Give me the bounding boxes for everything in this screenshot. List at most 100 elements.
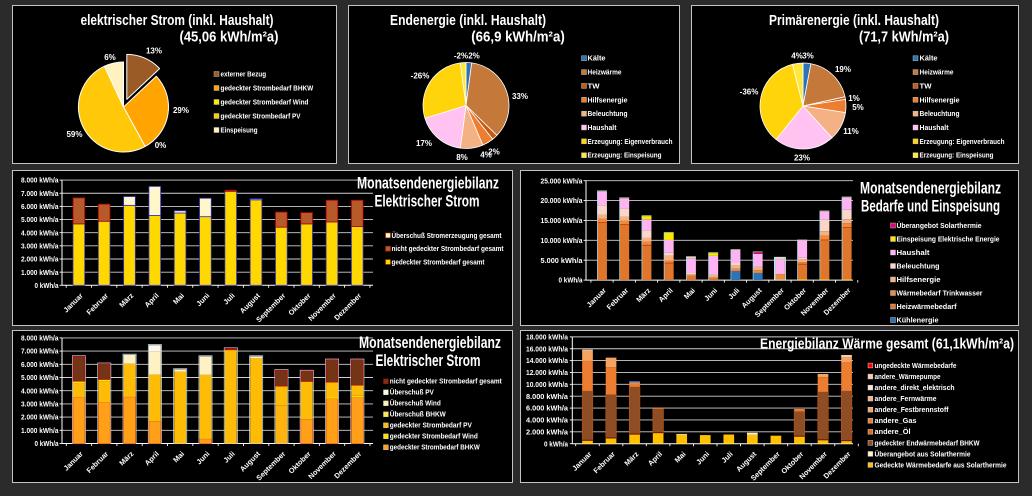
- svg-text:19%: 19%: [835, 65, 851, 74]
- svg-text:23%: 23%: [794, 154, 810, 163]
- svg-text:6.000 kWh/a: 6.000 kWh/a: [21, 360, 59, 369]
- svg-text:TW: TW: [588, 81, 600, 90]
- svg-text:Einspeisung Elektrische Energi: Einspeisung Elektrische Energie: [897, 235, 1000, 244]
- svg-text:Kälte: Kälte: [588, 54, 606, 63]
- svg-text:Haushalt: Haushalt: [588, 123, 618, 132]
- svg-text:13%: 13%: [146, 47, 162, 56]
- svg-text:2.000 kWh/a: 2.000 kWh/a: [21, 413, 59, 422]
- svg-text:gedeckter Endwärmebedarf BHKW: gedeckter Endwärmebedarf BHKW: [875, 440, 980, 447]
- svg-text:-36%: -36%: [740, 88, 759, 97]
- svg-text:Hilfsenergie: Hilfsenergie: [588, 95, 628, 104]
- svg-text:externer Bezug: externer Bezug: [221, 70, 267, 79]
- svg-text:4%: 4%: [791, 52, 803, 61]
- svg-text:7.000 kWh/a: 7.000 kWh/a: [21, 189, 59, 198]
- svg-text:Erzeugung: Eigenverbrauch: Erzeugung: Eigenverbrauch: [920, 137, 1005, 146]
- svg-text:Monatsendenergiebilanz: Monatsendenergiebilanz: [359, 334, 501, 352]
- svg-text:Überschuß Wind: Überschuß Wind: [390, 399, 441, 408]
- svg-text:Bedarfe und Einspeisung: Bedarfe und Einspeisung: [861, 198, 1000, 216]
- svg-text:andere_Öl: andere_Öl: [875, 427, 911, 436]
- svg-text:gedeckter Strombedarf Wind: gedeckter Strombedarf Wind: [390, 434, 478, 441]
- svg-text:gedeckter Strombedarf gesamt: gedeckter Strombedarf gesamt: [392, 258, 486, 267]
- svg-text:gedeckter Strombedarf PV: gedeckter Strombedarf PV: [221, 112, 301, 121]
- svg-text:4.000 kWh/a: 4.000 kWh/a: [526, 416, 569, 425]
- svg-text:Erzeugung: Einspeisung: Erzeugung: Einspeisung: [920, 151, 994, 160]
- svg-text:6%: 6%: [104, 53, 116, 62]
- svg-text:Kälte: Kälte: [920, 54, 938, 63]
- svg-text:nicht gedeckter Strombedarf ge: nicht gedeckter Strombedarf gesamt: [390, 379, 503, 386]
- svg-text:gedeckter Strombedarf PV: gedeckter Strombedarf PV: [390, 423, 472, 430]
- svg-text:0 kWh/a: 0 kWh/a: [544, 439, 569, 448]
- svg-text:10.000 kWh/a: 10.000 kWh/a: [541, 236, 584, 245]
- svg-text:andere_Festbrennstoff: andere_Festbrennstoff: [875, 407, 950, 414]
- svg-text:gedeckter Strombedarf Wind: gedeckter Strombedarf Wind: [221, 98, 309, 107]
- svg-text:Monatsendenergiebilanz: Monatsendenergiebilanz: [860, 180, 1001, 198]
- svg-text:Überangebot aus Solarthermie: Überangebot aus Solarthermie: [875, 449, 971, 458]
- svg-text:29%: 29%: [173, 106, 189, 115]
- svg-text:3.000 kWh/a: 3.000 kWh/a: [21, 400, 59, 409]
- svg-text:Haushalt: Haushalt: [897, 248, 931, 257]
- svg-text:14.000 kWh/a: 14.000 kWh/a: [526, 356, 569, 365]
- svg-text:andere_direkt_elektrisch: andere_direkt_elektrisch: [875, 385, 955, 392]
- svg-text:4%: 4%: [480, 151, 492, 160]
- svg-text:6.000 kWh/a: 6.000 kWh/a: [526, 404, 569, 413]
- svg-text:18.000 kWh/a: 18.000 kWh/a: [526, 332, 569, 341]
- svg-text:1%: 1%: [848, 94, 860, 103]
- svg-text:20.000 kWh/a: 20.000 kWh/a: [541, 196, 584, 205]
- svg-text:2%: 2%: [468, 52, 480, 61]
- svg-text:Wärmebedarf Trinkwasser: Wärmebedarf Trinkwasser: [897, 289, 983, 298]
- svg-text:Erzeugung: Einspeisung: Erzeugung: Einspeisung: [588, 151, 662, 160]
- svg-text:Erzeugung: Eigenverbrauch: Erzeugung: Eigenverbrauch: [588, 137, 673, 146]
- svg-text:(71,7 kWh/m²a): (71,7 kWh/m²a): [859, 30, 949, 46]
- svg-text:Elektrischer Strom: Elektrischer Strom: [375, 193, 480, 211]
- svg-text:Beleuchtung: Beleuchtung: [897, 262, 940, 271]
- svg-text:Gedeckte Wärmebedarfe aus Sola: Gedeckte Wärmebedarfe aus Solarthermie: [875, 462, 1007, 469]
- svg-text:TW: TW: [920, 81, 932, 90]
- svg-text:Energiebilanz Wärme gesamt (61: Energiebilanz Wärme gesamt (61,1kWh/m²a): [760, 337, 1014, 353]
- svg-text:17%: 17%: [416, 139, 432, 148]
- svg-text:andere_Fernwärme: andere_Fernwärme: [875, 396, 937, 403]
- svg-text:Überschuß BHKW: Überschuß BHKW: [390, 410, 446, 419]
- svg-text:5.000 kWh/a: 5.000 kWh/a: [21, 373, 59, 382]
- svg-text:8.000 kWh/a: 8.000 kWh/a: [21, 334, 59, 343]
- svg-text:Monatsendenergiebilanz: Monatsendenergiebilanz: [357, 175, 499, 193]
- svg-text:10.000 kWh/a: 10.000 kWh/a: [526, 380, 569, 389]
- svg-text:5%: 5%: [852, 103, 864, 112]
- svg-text:Überangebot Solarthermie: Überangebot Solarthermie: [897, 221, 982, 230]
- svg-text:8%: 8%: [456, 153, 468, 162]
- svg-text:12.000 kWh/a: 12.000 kWh/a: [526, 368, 569, 377]
- svg-text:Haushalt: Haushalt: [920, 123, 950, 132]
- svg-text:Endenergie (inkl. Haushalt): Endenergie (inkl. Haushalt): [390, 13, 546, 29]
- svg-text:5.000 kWh/a: 5.000 kWh/a: [21, 215, 59, 224]
- svg-text:11%: 11%: [843, 127, 859, 136]
- svg-text:25.000 kWh/a: 25.000 kWh/a: [541, 176, 584, 185]
- svg-text:ungedeckte Wärmebedarfe: ungedeckte Wärmebedarfe: [875, 363, 957, 370]
- svg-text:1.000 kWh/a: 1.000 kWh/a: [21, 268, 59, 277]
- svg-text:gedeckter Strombedarf BHKW: gedeckter Strombedarf BHKW: [390, 445, 480, 452]
- svg-text:-26%: -26%: [411, 72, 430, 81]
- svg-text:2.000 kWh/a: 2.000 kWh/a: [21, 255, 59, 264]
- svg-text:Hilfsenergie: Hilfsenergie: [920, 95, 960, 104]
- svg-text:8.000 kWh/a: 8.000 kWh/a: [21, 176, 59, 185]
- svg-text:3.000 kWh/a: 3.000 kWh/a: [21, 241, 59, 250]
- svg-text:elektrischer Strom (inkl. Haus: elektrischer Strom (inkl. Haushalt): [81, 13, 274, 29]
- svg-text:16.000 kWh/a: 16.000 kWh/a: [526, 344, 569, 353]
- svg-text:0%: 0%: [155, 141, 167, 150]
- svg-text:59%: 59%: [66, 130, 82, 139]
- svg-text:7.000 kWh/a: 7.000 kWh/a: [21, 347, 59, 356]
- svg-text:6.000 kWh/a: 6.000 kWh/a: [21, 202, 59, 211]
- svg-text:Einspeisung: Einspeisung: [221, 126, 258, 135]
- svg-text:2%: 2%: [488, 148, 500, 157]
- svg-text:Beleuchtung: Beleuchtung: [588, 109, 628, 118]
- svg-text:4.000 kWh/a: 4.000 kWh/a: [21, 386, 59, 395]
- svg-text:Primärenergie (inkl. Haushalt): Primärenergie (inkl. Haushalt): [769, 13, 939, 29]
- svg-text:Heizwärme: Heizwärme: [920, 68, 954, 77]
- svg-text:Kühlenergie: Kühlenergie: [897, 316, 939, 325]
- svg-text:Hilfsenergie: Hilfsenergie: [897, 275, 941, 284]
- svg-text:Beleuchtung: Beleuchtung: [920, 109, 960, 118]
- svg-text:(45,06 kWh/m²a): (45,06 kWh/m²a): [180, 30, 279, 46]
- svg-text:15.000 kWh/a: 15.000 kWh/a: [541, 216, 584, 225]
- svg-text:andere_Gas: andere_Gas: [875, 418, 917, 425]
- svg-text:Überschuß Stromerzeugung gesam: Überschuß Stromerzeugung gesamt: [392, 231, 503, 240]
- svg-text:3%: 3%: [802, 52, 814, 61]
- svg-text:8.000 kWh/a: 8.000 kWh/a: [526, 392, 569, 401]
